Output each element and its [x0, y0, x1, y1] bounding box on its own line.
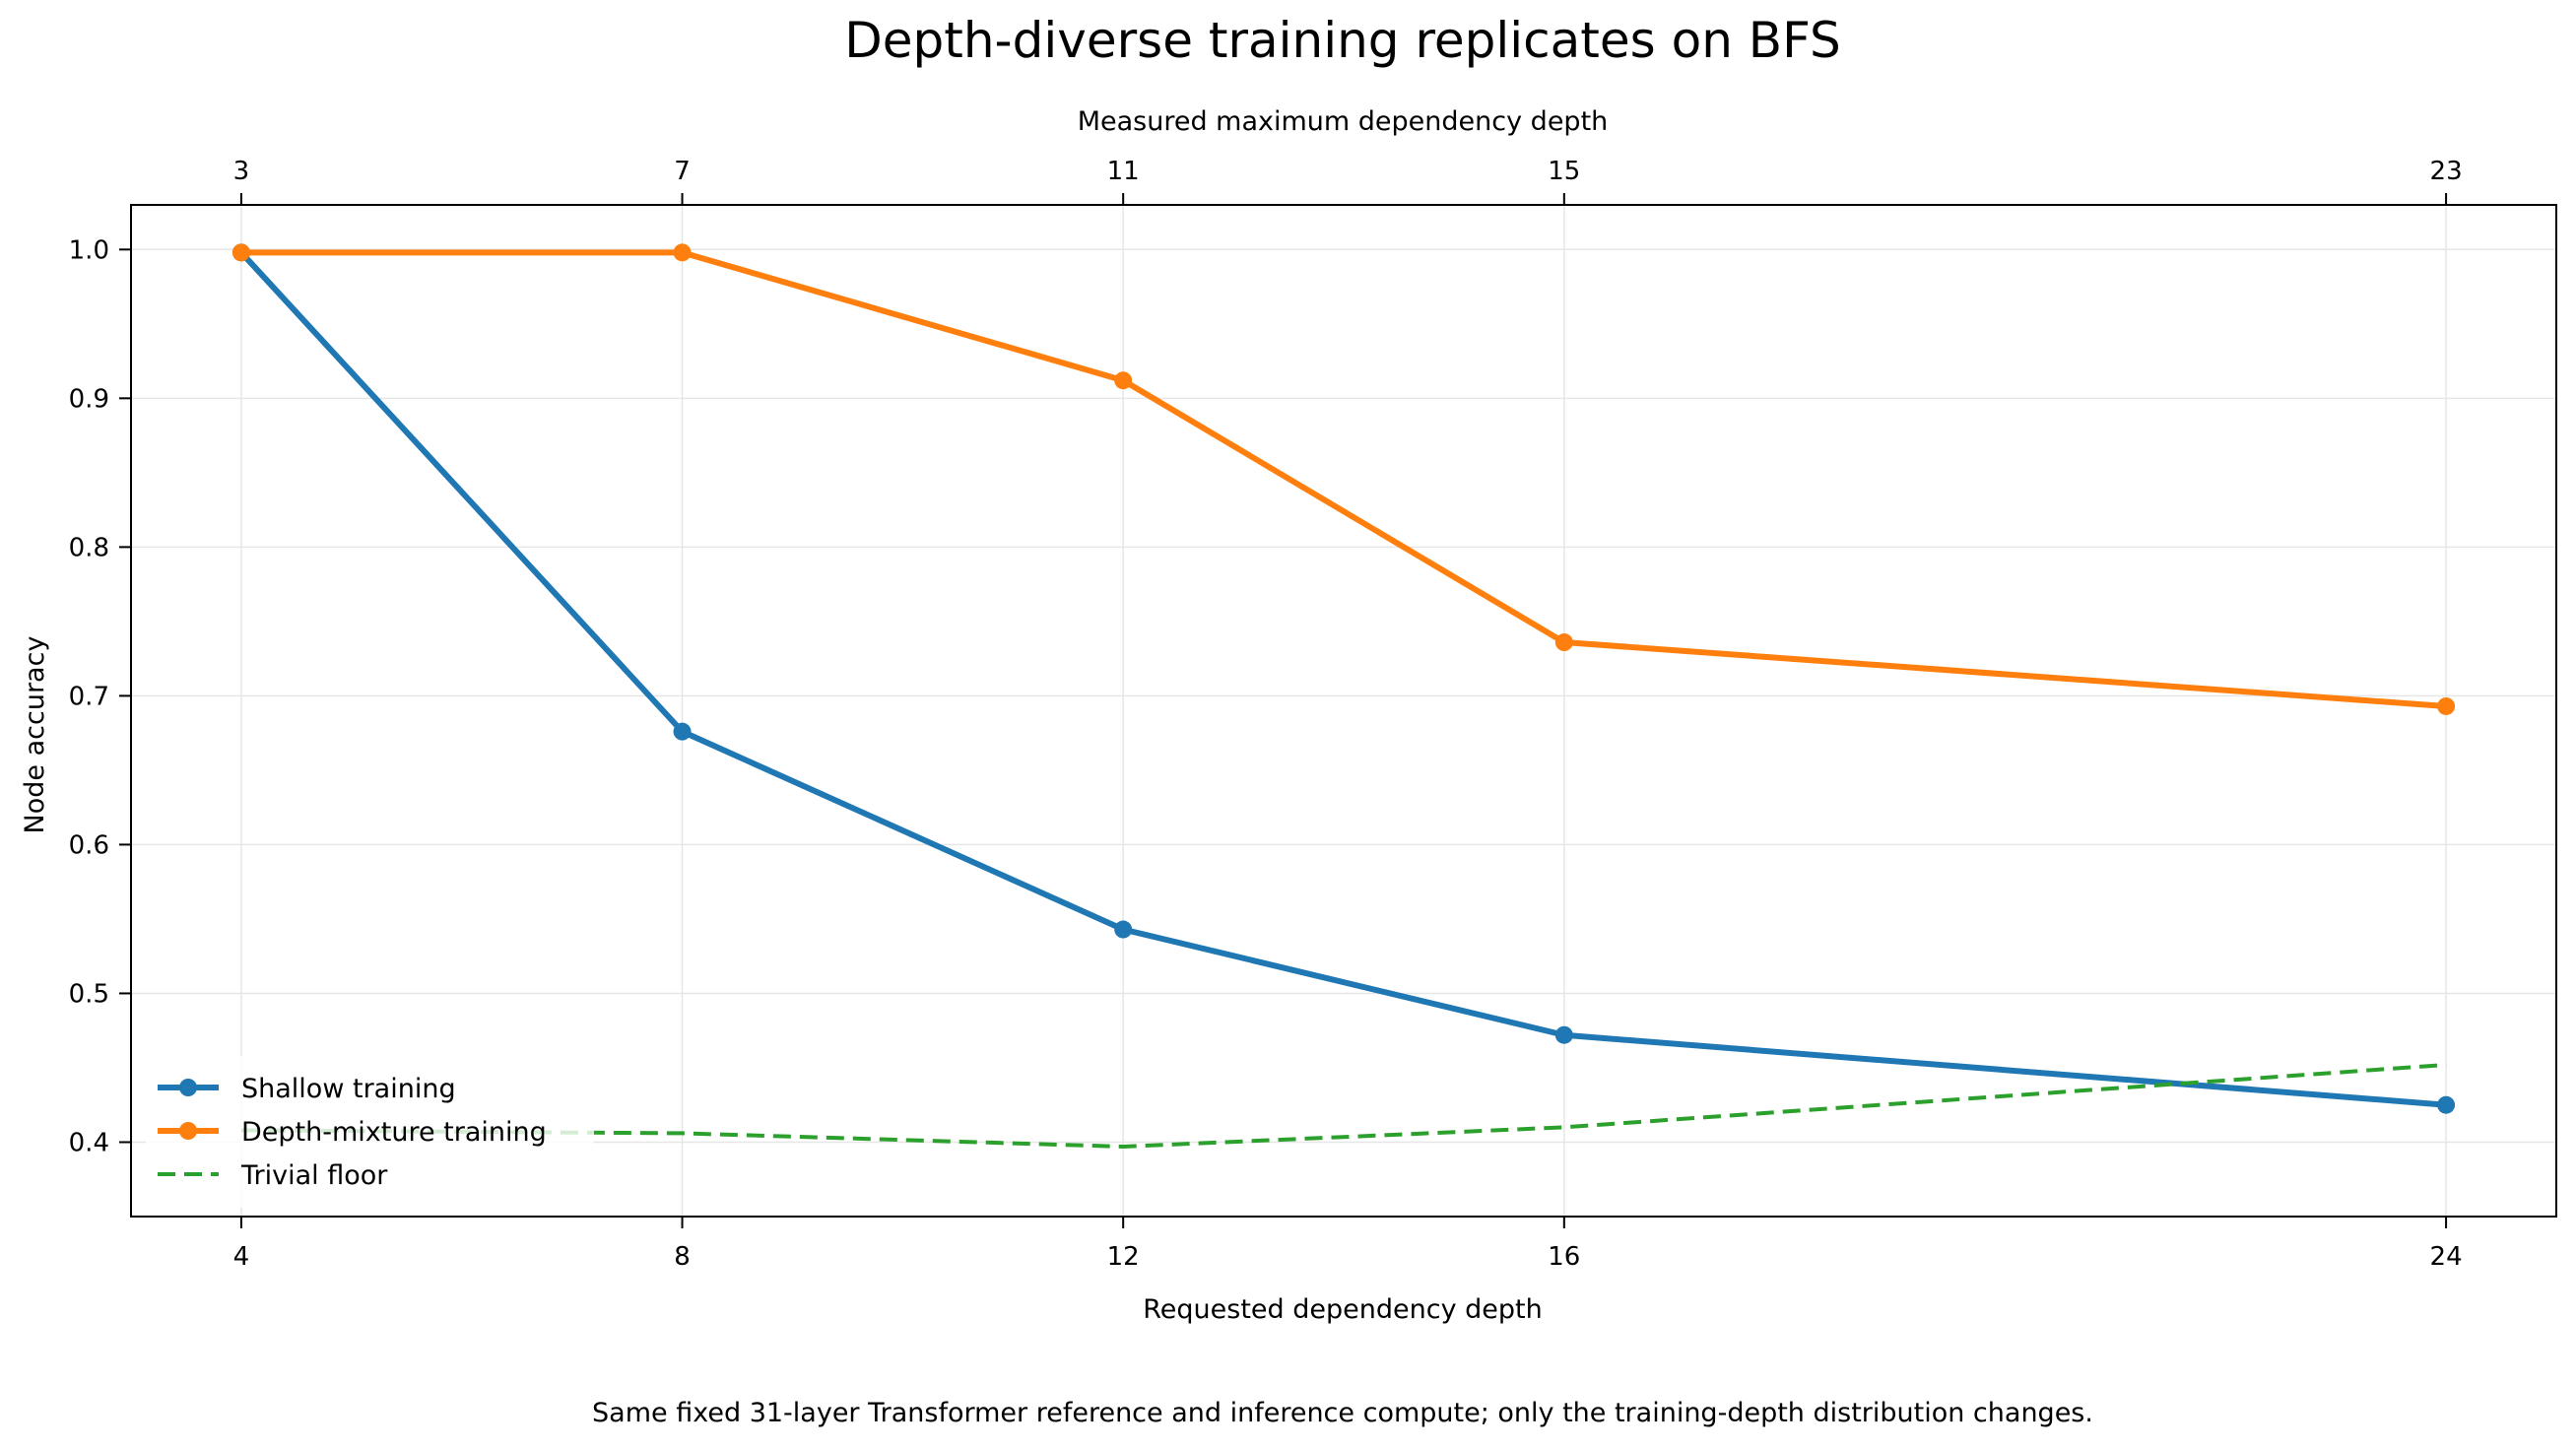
y-axis-label: Node accuracy: [20, 636, 50, 834]
series-1-point: [1554, 1025, 1573, 1044]
legend-label-3: Trivial floor: [240, 1160, 388, 1191]
legend-label-1: Shallow training: [241, 1074, 456, 1104]
y-tick-label: 0.5: [69, 979, 109, 1009]
y-tick-label: 0.7: [69, 682, 109, 711]
series-1-point: [673, 722, 692, 741]
series-2-point: [673, 243, 692, 262]
series-2-point: [1554, 633, 1573, 652]
top-x-tick-label: 11: [1107, 157, 1140, 186]
top-x-tick-label: 7: [674, 157, 691, 186]
x-tick-label: 4: [233, 1242, 250, 1272]
x-axis-label: Requested dependency depth: [1143, 1294, 1542, 1325]
y-tick-label: 0.8: [69, 533, 109, 562]
y-tick-label: 0.4: [69, 1128, 109, 1157]
x-tick-label: 16: [1548, 1242, 1580, 1272]
x-tick-label: 24: [2430, 1242, 2463, 1272]
series-2-point: [1114, 371, 1133, 390]
y-tick-label: 0.6: [69, 830, 109, 860]
legend: Shallow training Depth-mixture training Tr…: [146, 1056, 594, 1208]
top-x-axis-label: Measured maximum dependency depth: [1078, 106, 1609, 137]
axis-ticks: 4 3 8 7 12 11 16 15 24 23 0.4 0.5 0.6 0.7 0.8 0.9 1.0: [69, 157, 2463, 1272]
legend-marker-1: [179, 1079, 197, 1096]
y-tick-label: 0.9: [69, 384, 109, 414]
chart-title: Depth-diverse training replicates on BFS: [844, 12, 1840, 69]
x-tick-label: 8: [674, 1242, 691, 1272]
legend-label-2: Depth-mixture training: [241, 1117, 547, 1148]
footnote: Same fixed 31-layer Transformer referenc…: [592, 1398, 2093, 1428]
top-x-tick-label: 15: [1548, 157, 1580, 186]
top-x-tick-label: 3: [233, 157, 250, 186]
series-1-point: [2437, 1095, 2456, 1114]
series-2-point: [2437, 696, 2456, 715]
series-1-point: [1114, 920, 1133, 939]
legend-box: [146, 1056, 594, 1208]
x-tick-label: 12: [1107, 1242, 1140, 1272]
y-tick-label: 1.0: [69, 235, 109, 265]
top-x-tick-label: 23: [2430, 157, 2463, 186]
legend-marker-2: [179, 1122, 197, 1140]
series-2-point: [231, 243, 250, 262]
plot-area: [130, 204, 2557, 1218]
